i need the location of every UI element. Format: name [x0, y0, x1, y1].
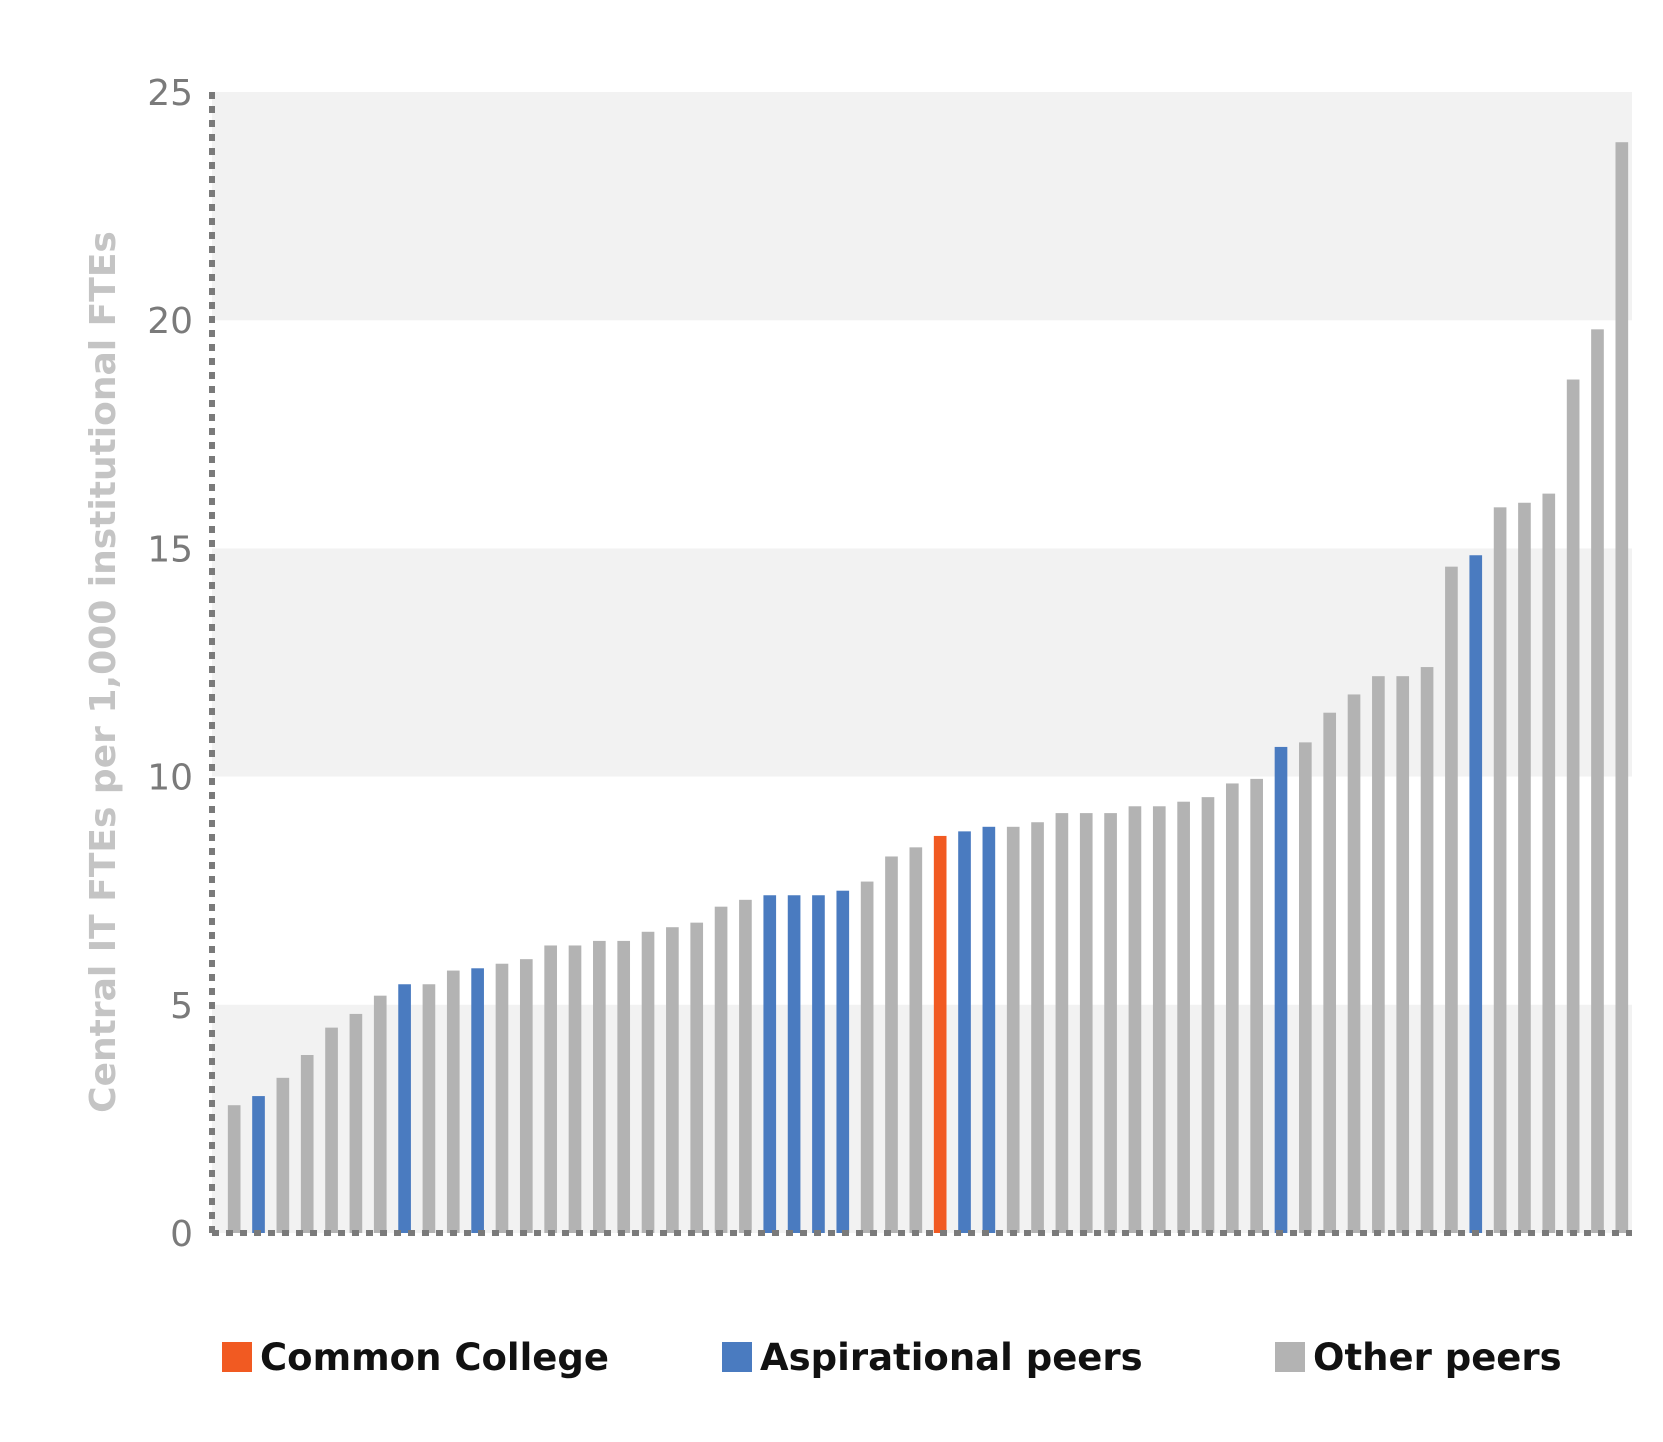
legend-swatch-common — [222, 1342, 252, 1372]
bar-other — [1104, 813, 1117, 1233]
legend-swatch-aspirational — [722, 1342, 752, 1372]
bar-other — [1615, 142, 1629, 1234]
bar-other — [1445, 566, 1458, 1233]
bar-aspirational — [398, 984, 411, 1233]
legend-label-common: Common College — [260, 1336, 609, 1379]
bar-other — [446, 970, 460, 1233]
bar-other — [1225, 783, 1239, 1233]
bar-other — [1396, 676, 1410, 1233]
legend-label-aspirational: Aspirational peers — [760, 1336, 1143, 1379]
bar-other — [227, 1105, 241, 1233]
bar-aspirational — [252, 1096, 265, 1233]
bar-other — [519, 959, 533, 1233]
bar-other — [909, 847, 923, 1233]
bar-other — [1128, 806, 1142, 1233]
grid-band — [212, 548, 1632, 777]
bar-other — [690, 922, 704, 1233]
bar-other — [1420, 667, 1434, 1233]
bar-other — [422, 984, 436, 1233]
bar-other — [1055, 813, 1069, 1233]
legend-label-other: Other peers — [1313, 1336, 1562, 1379]
bar-other — [495, 963, 509, 1233]
y-tick-label: 15 — [147, 529, 193, 570]
bar-other — [325, 1027, 338, 1233]
bar-aspirational — [471, 968, 484, 1233]
bars — [227, 142, 1629, 1234]
y-tick-label: 10 — [147, 758, 193, 799]
bar-other — [568, 945, 582, 1233]
bar-other — [617, 940, 631, 1233]
bar-other — [1079, 813, 1093, 1233]
bar-aspirational — [836, 890, 850, 1233]
y-tick-label: 0 — [170, 1214, 193, 1255]
bar-other — [300, 1055, 314, 1233]
bar-other — [1347, 694, 1361, 1233]
bar-other — [1518, 502, 1531, 1233]
bar-other — [1152, 806, 1166, 1233]
bar-other — [1591, 329, 1604, 1234]
bar-other — [276, 1077, 290, 1233]
y-tick-label: 5 — [170, 986, 193, 1027]
y-tick-label: 20 — [147, 301, 193, 342]
bar-other — [1299, 742, 1312, 1233]
bar-other — [593, 940, 606, 1233]
bar-other — [1250, 778, 1263, 1233]
bar-aspirational — [787, 895, 801, 1233]
bar-other — [1031, 822, 1044, 1233]
bar-other — [714, 906, 728, 1233]
bar-other — [885, 856, 898, 1233]
bar-common — [933, 835, 947, 1233]
bar-other — [1372, 676, 1385, 1233]
bar-aspirational — [1469, 555, 1483, 1233]
bar-other — [739, 899, 752, 1233]
bar-aspirational — [958, 831, 971, 1233]
bar-aspirational — [812, 895, 825, 1233]
legend-swatch-other — [1275, 1342, 1305, 1372]
bar-other — [1566, 379, 1580, 1233]
bar-aspirational — [982, 826, 996, 1233]
bar-other — [349, 1013, 363, 1233]
bar-other — [860, 881, 874, 1233]
bar-other — [1493, 507, 1507, 1233]
bar-other — [1323, 712, 1337, 1233]
y-tick-label: 25 — [147, 73, 193, 114]
y-tick-labels: 0 5 10 15 20 25 — [147, 73, 193, 1255]
bar-other — [544, 945, 557, 1233]
bar-other — [1006, 826, 1020, 1233]
bar-aspirational — [763, 895, 777, 1233]
bar-other — [1201, 797, 1215, 1233]
bar-other — [666, 927, 679, 1233]
y-axis-title: Central IT FTEs per 1,000 institutional … — [83, 231, 124, 1113]
bar-aspirational — [1274, 746, 1288, 1233]
bar-other — [1177, 801, 1190, 1233]
legend: Common College Aspirational peers Other pe… — [222, 1336, 1562, 1379]
grid-band — [212, 92, 1632, 321]
bar-other — [641, 931, 655, 1233]
bar-other — [373, 995, 387, 1233]
bar-other — [1542, 493, 1556, 1233]
